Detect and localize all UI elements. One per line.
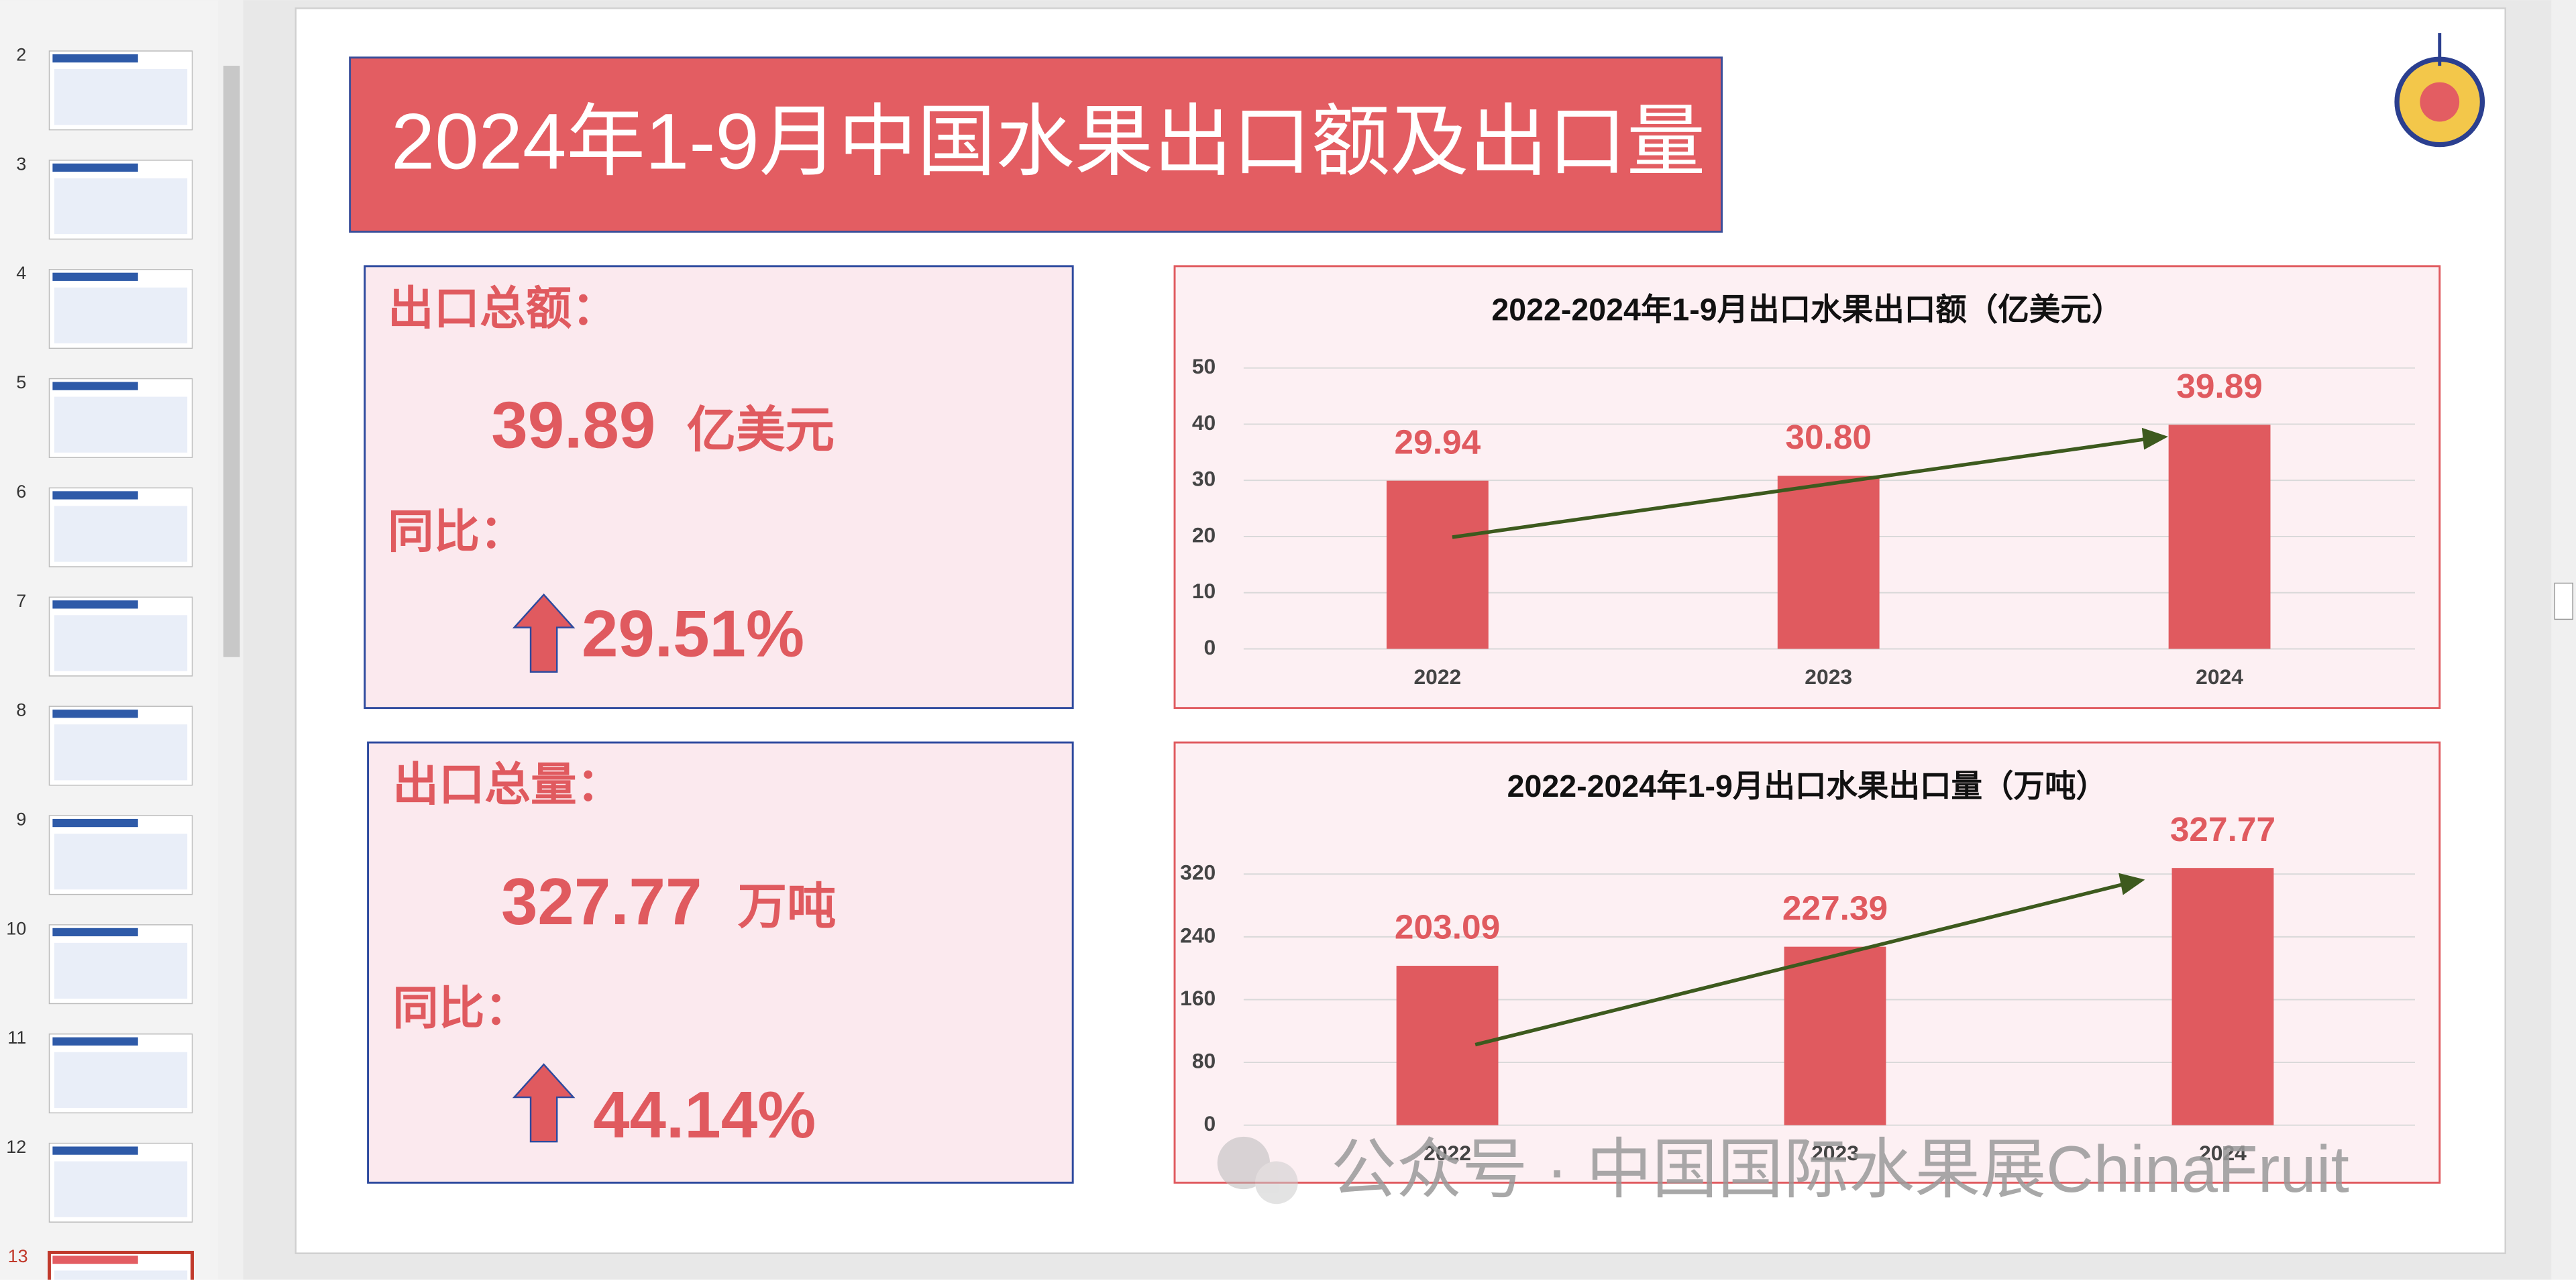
panel-unit: 万吨	[738, 878, 837, 934]
panel-yoy-label: 同比：	[392, 983, 531, 1034]
thumbnail-header	[52, 1256, 138, 1264]
x-tick-label: 2024	[2199, 1141, 2247, 1165]
x-tick-label: 2023	[1811, 1141, 1859, 1165]
x-tick-label: 2023	[1805, 665, 1852, 689]
panel	[364, 265, 1074, 710]
up-arrow	[512, 1063, 576, 1143]
thumbnail-body	[54, 506, 188, 562]
y-tick-label: 20	[1192, 522, 1216, 547]
slide-title: 2024年1-9月中国水果出口额及出口量	[391, 98, 1706, 186]
logo	[2394, 33, 2485, 148]
thumbnail-body	[54, 942, 188, 999]
thumbnail-header	[52, 54, 138, 63]
thumbnail-header	[52, 272, 138, 281]
bar	[1784, 946, 1886, 1125]
y-tick-label: 50	[1192, 354, 1216, 378]
thumbnail-header	[52, 710, 138, 718]
slide-number: 6	[16, 482, 26, 502]
y-tick-label: 160	[1180, 986, 1216, 1010]
panel-unit: 亿美元	[687, 402, 835, 457]
trend-arrow	[1474, 873, 2145, 1047]
icon-part	[1255, 1161, 1298, 1205]
thumbnail-header	[52, 163, 138, 172]
scroll-thumb[interactable]	[2554, 582, 2573, 620]
slide-number: 2	[16, 44, 26, 64]
value-label: 30.80	[1785, 417, 1872, 456]
y-tick-label: 30	[1192, 467, 1216, 491]
x-tick-label: 2024	[2196, 665, 2243, 689]
bar	[1396, 966, 1499, 1125]
up-arrow	[512, 593, 576, 673]
slide-number: 3	[16, 154, 26, 174]
slide-number: 9	[16, 809, 26, 829]
bar	[2168, 425, 2271, 649]
thumbnail-header	[52, 600, 138, 609]
value-label: 327.77	[2170, 810, 2275, 848]
panel	[367, 741, 1074, 1184]
bar	[1777, 476, 1880, 649]
value-label: 203.09	[1395, 907, 1500, 946]
watermark: 公众号 · 中国国际水果展ChinaFruit	[1331, 1132, 2349, 1206]
slide-number: 10	[6, 918, 26, 938]
slide-number: 5	[16, 372, 26, 392]
slide-number: 13	[8, 1246, 28, 1266]
panel-value: 327.77	[501, 864, 702, 938]
x-tick-label: 2022	[1413, 665, 1461, 689]
thumbnail-body	[54, 1052, 188, 1108]
panel-heading: 出口总量：	[392, 759, 623, 811]
thumbnail-body	[54, 1161, 188, 1217]
thumbnail-header	[52, 491, 138, 500]
thumbnail-header	[52, 818, 138, 828]
thumbnail-header	[52, 1146, 138, 1155]
value-label: 29.94	[1395, 422, 1481, 461]
chart-title: 2022-2024年1-9月出口水果出口额（亿美元）	[1491, 292, 2123, 327]
y-tick-label: 80	[1192, 1048, 1216, 1072]
watermark-icon	[1217, 1136, 1298, 1205]
panel-value: 39.89	[491, 388, 655, 462]
thumbnail-body	[54, 287, 188, 343]
thumbnail-body	[54, 724, 188, 781]
main-scrollbar[interactable]	[2551, 0, 2576, 1280]
thumbnail-body	[54, 833, 188, 890]
thumbnail-header	[52, 382, 138, 390]
value-label: 39.89	[2176, 366, 2263, 405]
thumbnail-body	[54, 396, 188, 453]
thumbnail-body	[54, 1270, 188, 1283]
bar	[2171, 868, 2274, 1125]
slide-number: 4	[16, 263, 26, 283]
y-tick-label: 0	[1204, 1111, 1216, 1135]
thumbnail-header	[52, 928, 138, 937]
y-tick-label: 320	[1180, 860, 1216, 885]
panel-yoy: 44.14%	[593, 1078, 816, 1152]
thumbnail-body	[54, 178, 188, 235]
panel-heading: 出口总额：	[388, 283, 618, 335]
value-label: 227.39	[1782, 888, 1888, 927]
y-tick-label: 40	[1192, 410, 1216, 435]
x-tick-label: 2022	[1424, 1141, 1471, 1165]
panel-yoy-label: 同比：	[388, 506, 526, 558]
slide-number: 7	[16, 591, 26, 611]
bar	[1386, 480, 1489, 649]
y-tick-label: 10	[1192, 579, 1216, 603]
slide-number: 11	[7, 1027, 26, 1048]
y-tick-label: 240	[1180, 923, 1216, 947]
scroll-thumb[interactable]	[223, 66, 240, 657]
panel-yoy: 29.51%	[582, 597, 804, 671]
chart-title: 2022-2024年1-9月出口水果出口量（万吨）	[1507, 769, 2107, 803]
title-box	[349, 56, 1723, 233]
slide-number: 8	[16, 700, 26, 720]
trend-arrow	[1452, 427, 2169, 539]
y-tick-label: 0	[1204, 635, 1216, 659]
thumbnail-body	[54, 615, 188, 671]
thumbnail-header	[52, 1037, 138, 1046]
slide-number: 12	[6, 1137, 26, 1157]
thumbnail-body	[54, 68, 188, 125]
